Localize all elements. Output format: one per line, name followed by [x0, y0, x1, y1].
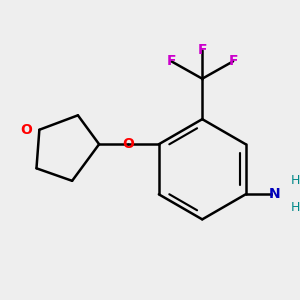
Text: F: F	[228, 54, 238, 68]
Text: H: H	[291, 174, 300, 187]
Text: F: F	[167, 54, 176, 68]
Text: O: O	[20, 123, 32, 137]
Text: N: N	[269, 187, 280, 201]
Text: F: F	[197, 43, 207, 57]
Text: H: H	[291, 201, 300, 214]
Text: O: O	[122, 137, 134, 151]
